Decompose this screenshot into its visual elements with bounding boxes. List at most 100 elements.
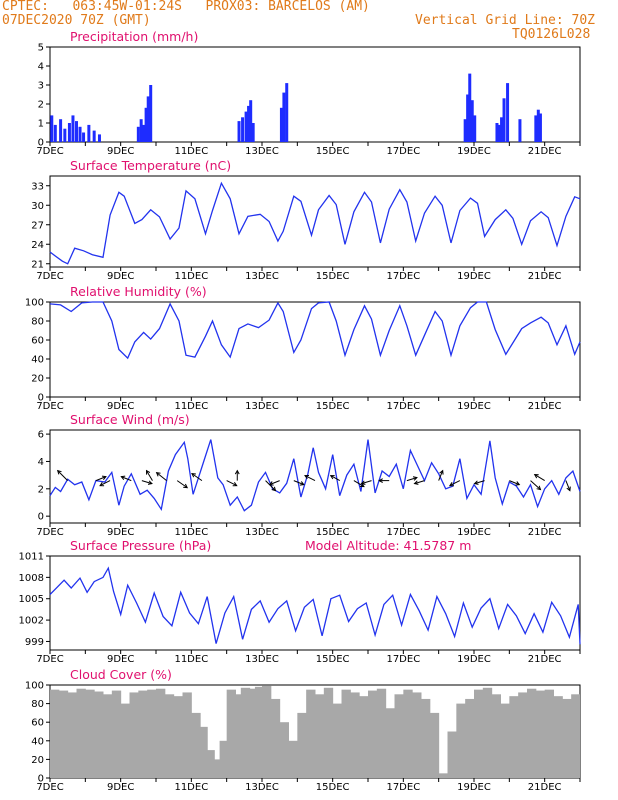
wind-arrow: [176, 480, 188, 489]
precip-bar: [285, 83, 289, 142]
surface-temperature-line: [49, 181, 581, 265]
wind-arrow: [99, 480, 111, 487]
wind-arrow-head: [234, 469, 240, 475]
precipitation-ytick-label: 5: [38, 43, 44, 54]
precip-bar: [144, 107, 148, 142]
relative-humidity-ytick-label: 40: [31, 355, 44, 366]
surface-wind-ytick-label: 2: [38, 484, 44, 495]
surface-pressure-line: [49, 566, 581, 645]
cloud-cover-bar: [447, 731, 457, 778]
cloud-cover-xtick-label: 19DEC: [457, 782, 491, 793]
surface-wind-xtick-label: 13DEC: [245, 527, 279, 538]
wind-arrow-head: [101, 475, 107, 481]
header-vertical-grid-line: Vertical Grid Line: 70Z: [415, 13, 596, 28]
cloud-cover-bar: [491, 694, 501, 778]
cloud-cover-bar: [438, 773, 448, 778]
relative-humidity-ytick-label: 80: [31, 317, 44, 328]
cloud-cover-xtick-label: 7DEC: [36, 782, 63, 793]
precip-bar: [82, 132, 86, 142]
surface-pressure-xtick-label: 13DEC: [245, 654, 279, 665]
surface-wind-xtick-label: 9DEC: [107, 527, 134, 538]
cloud-cover-bar: [138, 690, 148, 778]
wind-arrow: [449, 480, 461, 487]
cloud-cover-bar: [403, 689, 413, 778]
surface-pressure-ytick-label: 1008: [19, 573, 44, 584]
precip-bar: [502, 98, 506, 142]
surface-temperature-xtick-label: 21DEC: [528, 271, 562, 282]
cloud-cover-bar: [500, 703, 510, 778]
cloud-cover-bar: [385, 708, 395, 778]
precipitation-title: Precipitation (mm/h): [70, 29, 198, 44]
cloud-cover-bar: [288, 740, 298, 778]
cloud-cover-ytick-label: 60: [31, 718, 44, 729]
precip-bar: [50, 115, 54, 142]
cloud-cover-bar: [164, 694, 175, 778]
surface-temperature-ytick-label: 30: [31, 201, 44, 212]
wind-arrow-head: [271, 486, 277, 492]
wind-arrow: [121, 476, 132, 482]
cloud-cover-ytick-label: 20: [31, 755, 44, 766]
precipitation-xtick-label: 9DEC: [107, 146, 134, 157]
precipitation-ytick-label: 0: [38, 138, 44, 149]
cloud-cover-bar: [147, 689, 157, 778]
cloud-cover-bar: [482, 687, 493, 778]
wind-arrow-head: [304, 475, 310, 480]
cloud-cover-bar: [240, 687, 251, 778]
surface-wind-xtick-label: 21DEC: [528, 527, 562, 538]
cloud-cover-bar: [544, 689, 554, 778]
wind-arrow-head: [515, 481, 521, 486]
surface-pressure-xtick-label: 9DEC: [107, 654, 134, 665]
relative-humidity-title: Relative Humidity (%): [70, 284, 207, 299]
cloud-cover-bar: [456, 703, 466, 778]
cloud-cover-bar: [85, 689, 95, 778]
cloud-cover-bar: [198, 726, 208, 778]
wind-arrow-head: [120, 475, 126, 481]
precip-bar: [495, 123, 499, 142]
precipitation-panel: 0 1 2 3 4 5 7DEC 9DEC 11DEC 13DEC 15DEC 17DEC 19DEC 2…: [36, 29, 581, 157]
wind-arrow: [530, 480, 541, 490]
cloud-cover-bar: [226, 689, 236, 778]
cloud-cover-bar: [323, 687, 334, 778]
wind-arrow-head: [56, 469, 62, 475]
cloud-cover-bar: [465, 698, 475, 778]
wind-arrow: [141, 480, 153, 485]
surface-wind-ytick-label: 0: [38, 512, 44, 523]
cloud-cover-bar: [173, 696, 183, 778]
wind-arrow: [304, 475, 316, 482]
precip-bar: [241, 117, 245, 142]
wind-arrow-head: [413, 480, 419, 485]
precip-bar: [497, 124, 501, 142]
cloud-cover-bar: [553, 696, 563, 778]
cloud-cover-bar: [233, 694, 244, 778]
precipitation-xtick-label: 11DEC: [174, 146, 208, 157]
precipitation-xtick-label: 21DEC: [528, 146, 562, 157]
wind-arrow: [146, 470, 153, 481]
cloud-cover-bar: [306, 689, 316, 778]
cloud-cover-ytick-label: 40: [31, 736, 44, 747]
cloud-cover-bar: [279, 722, 289, 778]
surface-temperature-ytick-label: 33: [31, 181, 44, 192]
cloud-cover-bar: [262, 685, 272, 778]
relative-humidity-xtick-label: 11DEC: [174, 401, 208, 412]
relative-humidity-xtick-label: 7DEC: [36, 401, 63, 412]
precip-bar: [67, 123, 71, 142]
wind-arrow: [353, 480, 365, 488]
cloud-cover-bar: [129, 692, 139, 778]
surface-temperature-xtick-label: 17DEC: [386, 271, 420, 282]
cloud-cover-bar: [315, 694, 325, 778]
cloud-cover-bar: [191, 712, 201, 778]
surface-wind-xtick-label: 11DEC: [174, 527, 208, 538]
surface-temperature-xtick-label: 19DEC: [457, 271, 491, 282]
wind-arrow: [474, 480, 485, 485]
header-model-id: TQ0126L028: [512, 27, 591, 42]
cloud-cover-bar: [412, 692, 422, 778]
cloud-cover-ytick-label: 100: [25, 681, 44, 692]
wind-arrow: [361, 480, 372, 485]
wind-arrow: [57, 470, 69, 481]
relative-humidity-panel: 0 20 40 60 80 100 7DEC 9DEC 11DEC 13DEC 15DEC 17DEC…: [25, 284, 581, 412]
precip-bar: [53, 124, 57, 142]
wind-arrow-head: [299, 481, 305, 486]
precip-bar: [473, 115, 477, 142]
wind-arrow: [293, 480, 304, 486]
precip-bar: [136, 126, 140, 142]
